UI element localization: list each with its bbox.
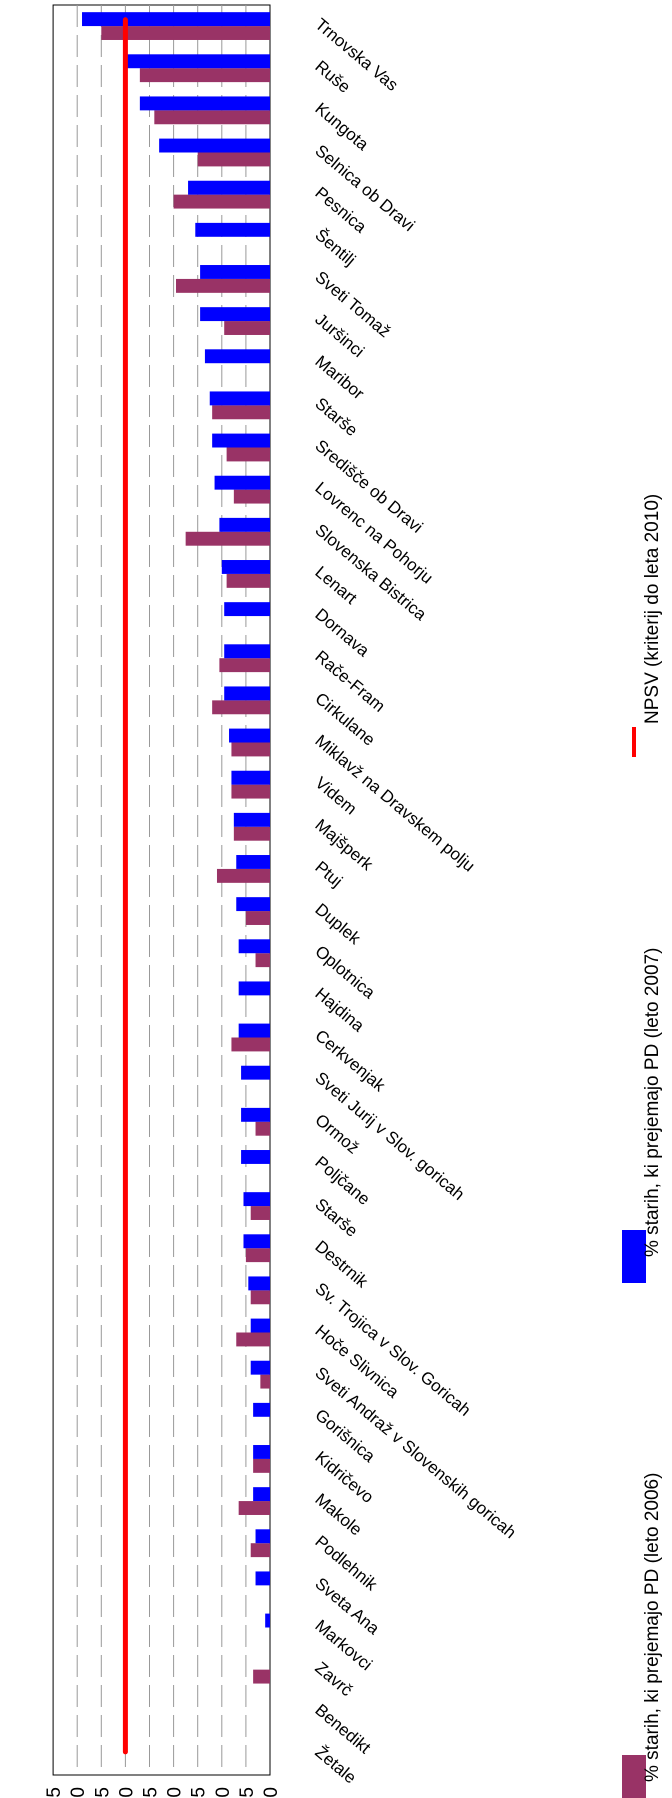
legend-swatch-2007 [622,1230,646,1283]
plot-frame [52,4,271,1776]
value-axis-label: 0,5 [237,1787,258,1798]
value-axis-label: 1,5 [189,1787,210,1798]
category-label: Trnovska Vas [311,15,401,95]
bar-2006 [255,1121,270,1136]
bar-2007 [243,1234,270,1249]
bar-2006 [260,1374,270,1389]
bar-2007 [224,686,270,701]
bar-2007 [209,391,270,406]
bar-2006 [185,531,270,546]
bar-2007 [250,1318,270,1333]
bar-2006 [255,953,270,968]
category-label: Duplek [311,900,364,949]
bar-2007 [212,433,270,448]
bar-2006 [216,868,270,883]
legend-swatch-2006 [622,1755,646,1798]
bar-2006 [233,826,270,841]
bar-2007 [200,307,270,322]
bar-2007 [253,1402,270,1417]
bar-2007 [236,897,270,912]
plot-area [52,4,271,1776]
value-axis-label: 1,0 [213,1787,234,1798]
value-axis-labels: 0,00,51,01,52,02,5 3,03,54,04,5 [44,1787,282,1798]
bar-2007 [255,1529,270,1544]
value-axis-label: 4,5 [44,1787,65,1798]
bar-2006 [238,1501,270,1515]
bar-2007 [125,54,271,69]
bar-2006 [231,1037,270,1052]
bar-2007 [219,517,270,532]
bar-2007 [204,349,270,364]
bar-2006 [154,110,270,125]
category-label: Ptuj [311,857,346,890]
bar-2006 [212,700,270,715]
bar-2007 [236,855,270,869]
bar-2006 [101,26,270,40]
bar-2007 [159,138,270,153]
value-axis-label: 3,5 [92,1787,113,1798]
bar-2006 [226,447,270,462]
bar-2006 [139,68,270,83]
legend-line-npsv [632,727,636,757]
value-axis-label: 3,0 [116,1787,137,1798]
category-label: Zavrč [311,1658,356,1700]
bar-2007 [221,560,270,574]
bar-2007 [253,1445,270,1459]
legend-label-2006: % starih, ki prejemajo PD (leto 2006) [642,1473,663,1782]
bar-2007 [265,1613,270,1628]
bar-2007 [231,770,270,785]
bar-2007 [188,180,270,195]
bar-2007 [233,812,270,827]
bar-2007 [241,1150,270,1164]
category-label: Šentilj [311,225,359,269]
bar-2007 [224,602,270,617]
legend-label-npsv: NPSV (kriterij do leta 2010) [642,494,663,724]
bar-2006 [197,152,270,167]
bar-2007 [82,12,271,27]
category-label: Ruše [311,57,354,97]
bar-2007 [255,1571,270,1586]
bar-2006 [253,1458,270,1473]
bar-2006 [231,742,270,757]
bar-2007 [241,1107,270,1122]
bar-2007 [250,1360,270,1375]
bar-2007 [214,475,270,490]
bar-2006 [253,1669,270,1684]
bar-2007 [200,265,270,279]
category-label: Maribor [311,352,368,404]
bar-2006 [173,194,270,209]
bar-2007 [139,96,270,111]
bar-2007 [238,1023,270,1038]
bar-2007 [195,222,270,237]
bar-2006 [226,573,270,588]
bar-2007 [241,1065,270,1080]
bar-2007 [238,981,270,996]
value-axis-label: 2,5 [141,1787,162,1798]
bar-2006 [231,784,270,799]
bar-2006 [250,1290,270,1305]
bar-2007 [253,1487,270,1502]
bar-2006 [250,1206,270,1220]
bar-2006 [245,1248,270,1263]
legend: % starih, ki prejemajo PD (leto 2006) % … [622,494,663,1798]
bar-2006 [176,278,270,293]
bar-2006 [250,1543,270,1558]
bar-2007 [224,644,270,659]
bar-2007 [248,1276,270,1291]
bar-2006 [224,321,270,335]
value-axis-label: 4,0 [68,1787,89,1798]
bar-2007 [243,1192,270,1207]
value-axis-label: 2,0 [165,1787,186,1798]
bar-2006 [236,1332,270,1347]
legend-label-2007: % starih, ki prejemajo PD (leto 2007) [642,948,663,1257]
bar-2006 [233,489,270,504]
bar-2007 [238,939,270,954]
bar-2006 [245,911,270,925]
bar-2006 [219,658,270,673]
value-axis-label: 0,0 [261,1787,282,1798]
bar-2007 [229,728,270,743]
bar-2006 [212,405,270,420]
